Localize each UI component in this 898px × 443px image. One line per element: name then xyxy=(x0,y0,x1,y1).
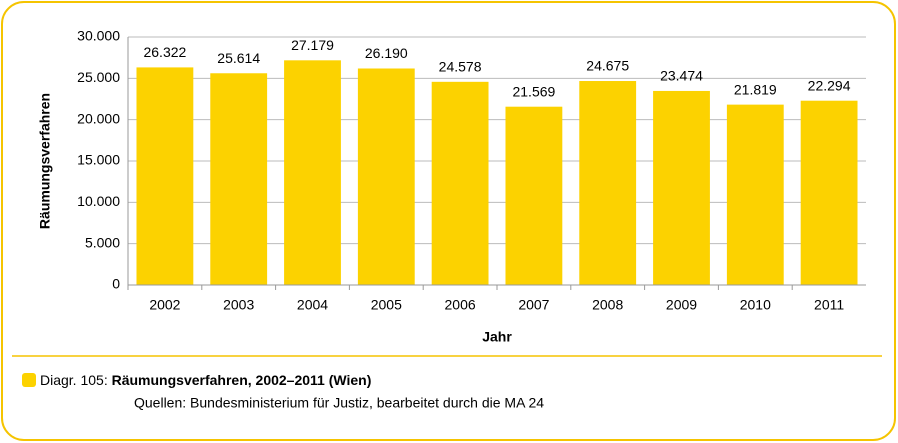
x-tick-label: 2005 xyxy=(371,297,402,313)
y-tick-label: 25.000 xyxy=(77,69,120,85)
y-axis-label: Räumungsverfahren xyxy=(37,93,53,229)
x-tick-label: 2008 xyxy=(592,297,623,313)
value-label: 27.179 xyxy=(291,37,334,53)
source: Quellen: Bundesministerium für Justiz, b… xyxy=(134,395,544,411)
x-tick-label: 2011 xyxy=(814,297,844,313)
x-tick-label: 2003 xyxy=(223,297,254,313)
x-tick-label: 2004 xyxy=(297,297,328,313)
value-label: 25.614 xyxy=(217,50,260,66)
bar xyxy=(357,68,415,285)
y-tick-label: 30.000 xyxy=(77,28,120,44)
y-tick-label: 10.000 xyxy=(77,193,120,209)
bar xyxy=(579,81,637,286)
value-label: 24.578 xyxy=(439,59,482,75)
caption-title: Räumungsverfahren, 2002–2011 (Wien) xyxy=(112,372,372,388)
value-label: 23.474 xyxy=(660,68,703,84)
bar xyxy=(284,60,341,285)
bar xyxy=(653,90,710,285)
bar xyxy=(505,106,563,286)
bar xyxy=(431,81,489,285)
y-tick-label: 5.000 xyxy=(85,234,120,250)
value-label: 26.190 xyxy=(365,45,408,61)
x-axis-label: Jahr xyxy=(482,329,512,345)
y-tick-label: 0 xyxy=(112,276,120,292)
x-tick-label: 2009 xyxy=(666,297,697,313)
x-tick-label: 2006 xyxy=(445,297,476,313)
bar xyxy=(210,73,268,285)
y-tick-label: 20.000 xyxy=(77,110,120,126)
y-tick-label: 15.000 xyxy=(77,152,120,168)
value-label: 24.675 xyxy=(586,58,629,74)
value-label: 21.569 xyxy=(512,83,555,99)
caption-label: Diagr. 105: xyxy=(40,372,108,388)
bar xyxy=(136,67,194,285)
bar xyxy=(726,104,784,285)
x-tick-label: 2002 xyxy=(149,297,180,313)
value-label: 21.819 xyxy=(734,81,777,97)
value-label: 22.294 xyxy=(808,77,851,93)
caption: Diagr. 105: Räumungsverfahren, 2002–2011… xyxy=(40,372,371,388)
value-label: 26.322 xyxy=(143,44,186,60)
x-tick-label: 2007 xyxy=(518,297,549,313)
legend-swatch xyxy=(22,373,36,387)
x-tick-label: 2010 xyxy=(740,297,771,313)
bar xyxy=(800,100,858,285)
